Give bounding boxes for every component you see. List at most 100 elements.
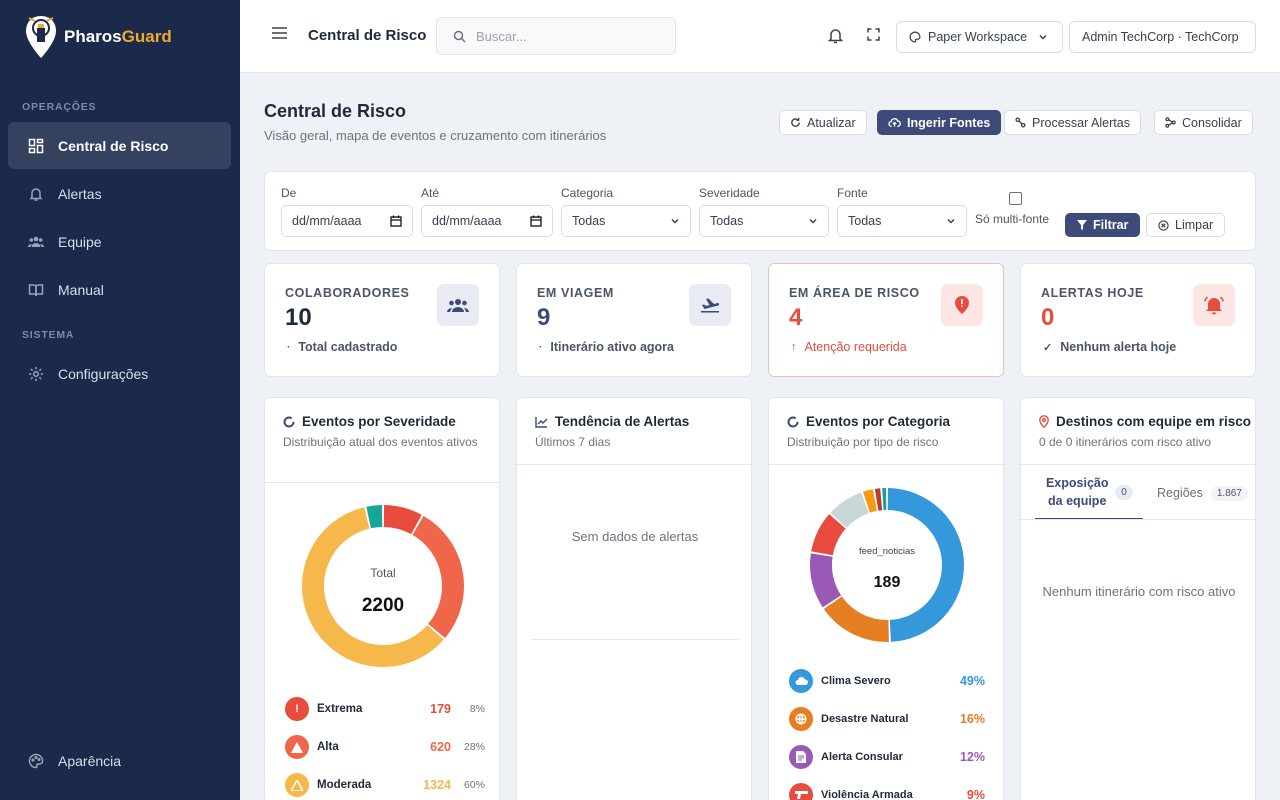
sidebar-item-manual[interactable]: Manual [8, 266, 231, 313]
multi-source-checkbox[interactable] [1009, 192, 1022, 205]
divider [769, 464, 1003, 465]
stat-value: 0 [1041, 304, 1055, 331]
lighthouse-logo-icon [26, 16, 56, 58]
cloud-icon [789, 669, 813, 693]
donut-slice-alta [412, 515, 464, 639]
category-legend-violencia: Violência Armada 9% [789, 783, 985, 800]
filter-category-select[interactable]: Todas [561, 205, 691, 237]
tab-badge: 1.867 [1210, 485, 1248, 501]
process-alerts-button[interactable]: Processar Alertas [1004, 110, 1141, 135]
logo[interactable]: PharosGuard [24, 14, 172, 60]
category-panel: Eventos por Categoria Distribuição por t… [768, 397, 1004, 800]
destinations-panel: Destinos com equipe em risco 0 de 0 itin… [1020, 397, 1256, 800]
sidebar-item-label: Equipe [58, 233, 102, 250]
stat-label: EM VIAGEM [537, 286, 614, 300]
filter-source-select[interactable]: Todas [837, 205, 967, 237]
menu-icon[interactable] [271, 26, 288, 40]
stat-card-traveling: EM VIAGEM 9 · Itinerário ativo agora [516, 263, 752, 377]
line-chart-icon [535, 416, 548, 428]
donut-center-value: 189 [873, 574, 901, 591]
page-subtitle: Visão geral, mapa de eventos e cruzament… [264, 128, 607, 143]
topbar: Central de Risco Buscar... Paper Workspa… [240, 0, 1280, 73]
legend-name: Moderada [317, 779, 372, 791]
trend-title: Tendência de Alertas [555, 414, 690, 429]
category-donut-chart [810, 488, 964, 642]
trend-subtitle: Últimos 7 dias [535, 435, 611, 449]
filter-severity-select[interactable]: Todas [699, 205, 829, 237]
process-icon [1015, 117, 1026, 128]
panel-title: Eventos por Severidade [283, 414, 456, 429]
filter-button[interactable]: Filtrar [1065, 213, 1141, 237]
users-icon [437, 284, 479, 326]
refresh-icon [791, 117, 800, 127]
user-label: Admin TechCorp · TechCorp [1082, 30, 1239, 44]
stat-value: 9 [537, 304, 551, 331]
select-value: Todas [572, 214, 606, 228]
user-menu[interactable]: Admin TechCorp · TechCorp [1069, 21, 1256, 53]
trend-panel: Tendência de Alertas Últimos 7 dias Sem … [516, 397, 752, 800]
donut-slice-baixa [366, 505, 383, 529]
legend-pct: 9% [966, 788, 985, 800]
fullscreen-icon[interactable] [867, 28, 880, 41]
sidebar-item-aparencia[interactable]: Aparência [8, 737, 231, 784]
select-value: Todas [710, 214, 744, 228]
ingest-label: Ingerir Fontes [907, 115, 991, 130]
donut-slice-other [830, 492, 869, 528]
filter-from-date-input[interactable]: dd/mm/aaaa [281, 205, 413, 237]
chevron-down-icon [947, 218, 955, 224]
category-legend-clima: Clima Severo 49% [789, 669, 985, 693]
divider [265, 482, 499, 483]
palette-icon [909, 31, 921, 43]
pistol-icon [789, 783, 813, 800]
legend-pct: 16% [959, 712, 985, 726]
map-pin-alert-icon [941, 284, 983, 326]
ingest-sources-button[interactable]: Ingerir Fontes [877, 110, 1002, 135]
sidebar-item-central-de-risco[interactable]: Central de Risco [8, 122, 231, 169]
stat-label: EM ÁREA DE RISCO [789, 286, 920, 300]
book-icon [28, 283, 44, 296]
legend-pct: 12% [959, 750, 985, 764]
filter-from-label: De [281, 186, 297, 200]
workspace-selector[interactable]: Paper Workspace [896, 21, 1063, 53]
tab-label: Regiões [1157, 486, 1203, 500]
search-icon [453, 30, 466, 43]
legend-count: 1324 [423, 778, 451, 792]
warning-triangle-icon [285, 773, 309, 797]
sidebar-item-configuracoes[interactable]: Configurações [8, 350, 231, 397]
legend-name: Desastre Natural [821, 713, 909, 725]
stat-value: 4 [789, 304, 803, 331]
chevron-down-icon [671, 218, 679, 224]
filter-source-label: Fonte [837, 186, 868, 200]
category-subtitle: Distribuição por tipo de risco [787, 435, 939, 449]
palette-icon [28, 753, 44, 768]
sidebar-item-equipe[interactable]: Equipe [8, 218, 231, 265]
tab-regions[interactable]: Regiões 1.867 [1149, 466, 1257, 520]
arrow-up-icon: ↑ [791, 341, 797, 353]
severity-legend-alta: Alta 620 28% [285, 735, 485, 759]
filter-severity-label: Severidade [699, 186, 760, 200]
workspace-label: Paper Workspace [928, 30, 1028, 44]
tab-label: Exposição da equipe [1045, 476, 1109, 508]
tab-badge: 0 [1115, 484, 1133, 500]
sidebar: PharosGuard OPERAÇÕES Central de Risco A… [0, 0, 240, 800]
search-input[interactable]: Buscar... [436, 17, 676, 55]
stat-card-risk-area: EM ÁREA DE RISCO 4 ↑ Atenção requerida [768, 263, 1004, 377]
search-placeholder: Buscar... [476, 28, 527, 44]
sidebar-item-alertas[interactable]: Alertas [8, 170, 231, 217]
legend-name: Alta [317, 741, 339, 753]
date-placeholder: dd/mm/aaaa [292, 214, 362, 228]
trend-empty-message: Sem dados de alertas [571, 529, 699, 544]
team-icon [28, 236, 44, 247]
severity-donut-chart [302, 505, 464, 667]
sidebar-item-label: Aparência [58, 752, 122, 769]
clear-button[interactable]: Limpar [1146, 213, 1226, 237]
filter-to-date-input[interactable]: dd/mm/aaaa [421, 205, 553, 237]
tab-exposure[interactable]: Exposição da equipe 0 [1035, 466, 1143, 520]
donut-slice-consular [810, 553, 842, 608]
consolidate-button[interactable]: Consolidar [1154, 110, 1253, 135]
refresh-button[interactable]: Atualizar [779, 110, 867, 135]
category-legend-consular: Alerta Consular 12% [789, 745, 985, 769]
notifications-bell-icon[interactable] [828, 27, 843, 44]
divider [531, 639, 739, 640]
legend-pct: 28% [463, 741, 485, 753]
